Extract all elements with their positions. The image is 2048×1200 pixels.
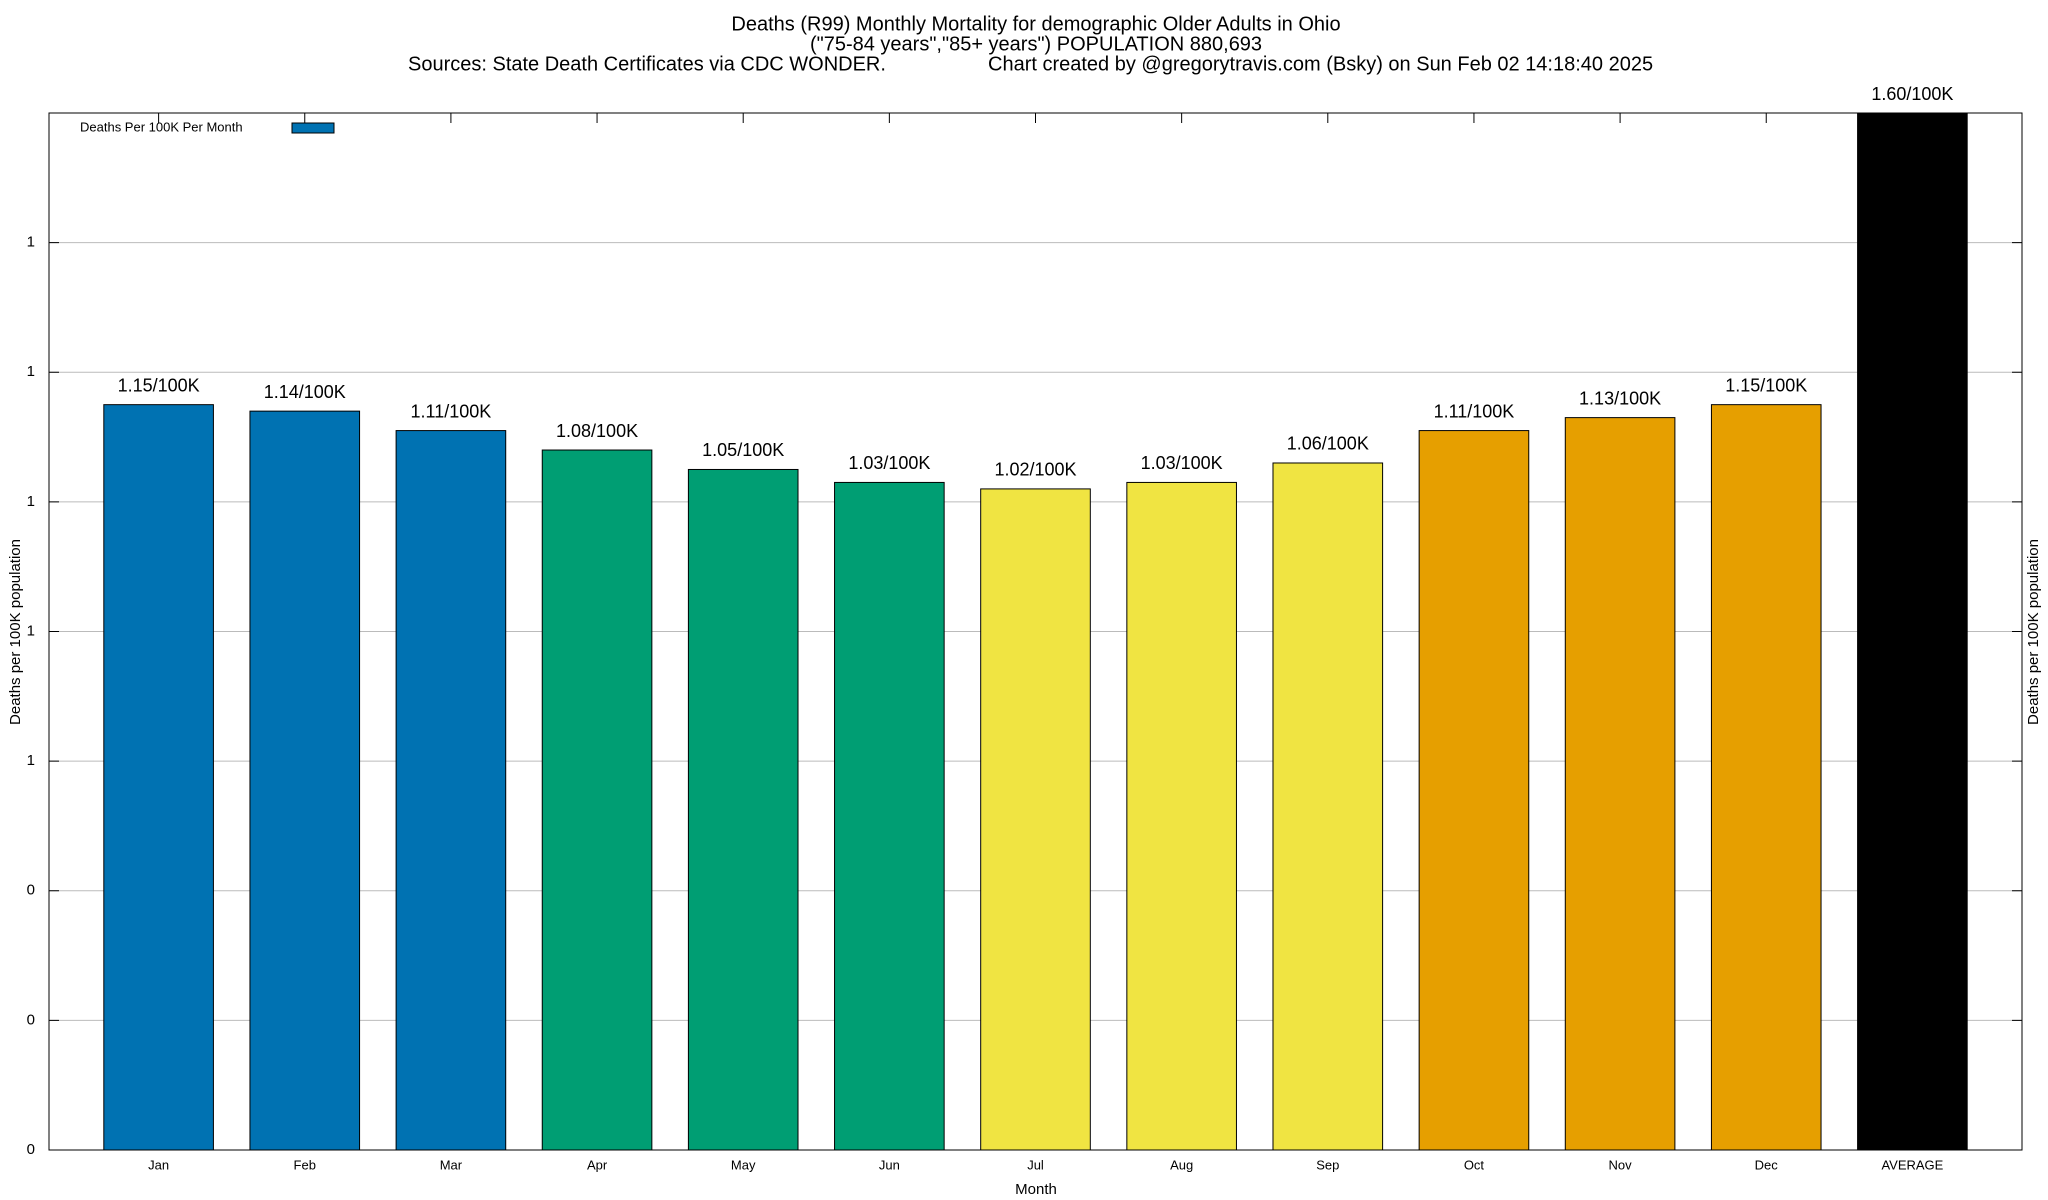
bar <box>249 410 361 1151</box>
data-label: 1.05/100K <box>702 440 784 460</box>
data-label: 1.15/100K <box>118 375 200 395</box>
bar <box>834 481 945 1151</box>
bar <box>980 488 1091 1151</box>
bar <box>541 449 653 1151</box>
source: Sources: State Death Certificates via CD… <box>408 53 886 75</box>
x-tick-label: Dec <box>1755 1157 1779 1172</box>
data-label: 1.06/100K <box>1287 434 1369 454</box>
bar <box>1564 417 1676 1151</box>
y-tick-label: 1 <box>27 363 35 380</box>
bar <box>1418 430 1530 1151</box>
bar <box>1857 112 1968 1151</box>
x-tick-label: May <box>731 1157 756 1172</box>
x-tick-label: Nov <box>1609 1157 1633 1172</box>
x-tick-label: Jul <box>1027 1157 1044 1172</box>
y-axis-label: Deaths per 100K population <box>7 539 24 725</box>
y-tick-label: 0 <box>27 1011 35 1028</box>
data-label: 1.60/100K <box>1871 84 1953 104</box>
credit: Chart created by @gregorytravis.com (Bsk… <box>988 53 1653 75</box>
bar <box>687 468 799 1151</box>
data-label: 1.11/100K <box>411 401 492 421</box>
x-tick-label: Sep <box>1316 1157 1339 1172</box>
x-tick-label: Mar <box>440 1157 463 1172</box>
x-tick-label: Jun <box>879 1157 900 1172</box>
x-tick-label: Aug <box>1170 1157 1193 1172</box>
y-tick-label: 1 <box>27 493 35 510</box>
bar <box>1272 462 1384 1151</box>
bar <box>1126 481 1237 1151</box>
x-tick-label: Jan <box>148 1157 169 1172</box>
y2-axis-label: Deaths per 100K population <box>2025 539 2042 725</box>
data-label: 1.03/100K <box>848 453 930 473</box>
legend-swatch <box>291 122 335 134</box>
bar <box>1710 404 1822 1151</box>
data-label: 1.14/100K <box>264 382 346 402</box>
y-tick-label: 1 <box>27 622 35 639</box>
legend-label: Deaths Per 100K Per Month <box>80 119 243 134</box>
bar <box>395 430 507 1151</box>
chart-title: Deaths (R99) Monthly Mortality for demog… <box>731 13 1340 35</box>
x-tick-label: AVERAGE <box>1881 1157 1943 1172</box>
x-tick-label: Apr <box>587 1157 608 1172</box>
x-tick-label: Feb <box>294 1157 316 1172</box>
bar <box>103 404 214 1151</box>
data-label: 1.11/100K <box>1434 401 1515 421</box>
x-tick-label: Oct <box>1464 1157 1485 1172</box>
data-label: 1.03/100K <box>1141 453 1223 473</box>
data-label: 1.02/100K <box>994 460 1076 480</box>
y-tick-label: 1 <box>27 234 35 251</box>
y-tick-label: 0 <box>27 1141 35 1158</box>
data-label: 1.08/100K <box>556 421 638 441</box>
data-label: 1.13/100K <box>1579 388 1661 408</box>
chart-subtitle: ("75-84 years","85+ years") POPULATION 8… <box>810 33 1262 55</box>
x-axis-label: Month <box>1015 1181 1057 1198</box>
y-tick-label: 1 <box>27 752 35 769</box>
y-tick-label: 0 <box>27 882 35 899</box>
data-label: 1.15/100K <box>1725 375 1807 395</box>
